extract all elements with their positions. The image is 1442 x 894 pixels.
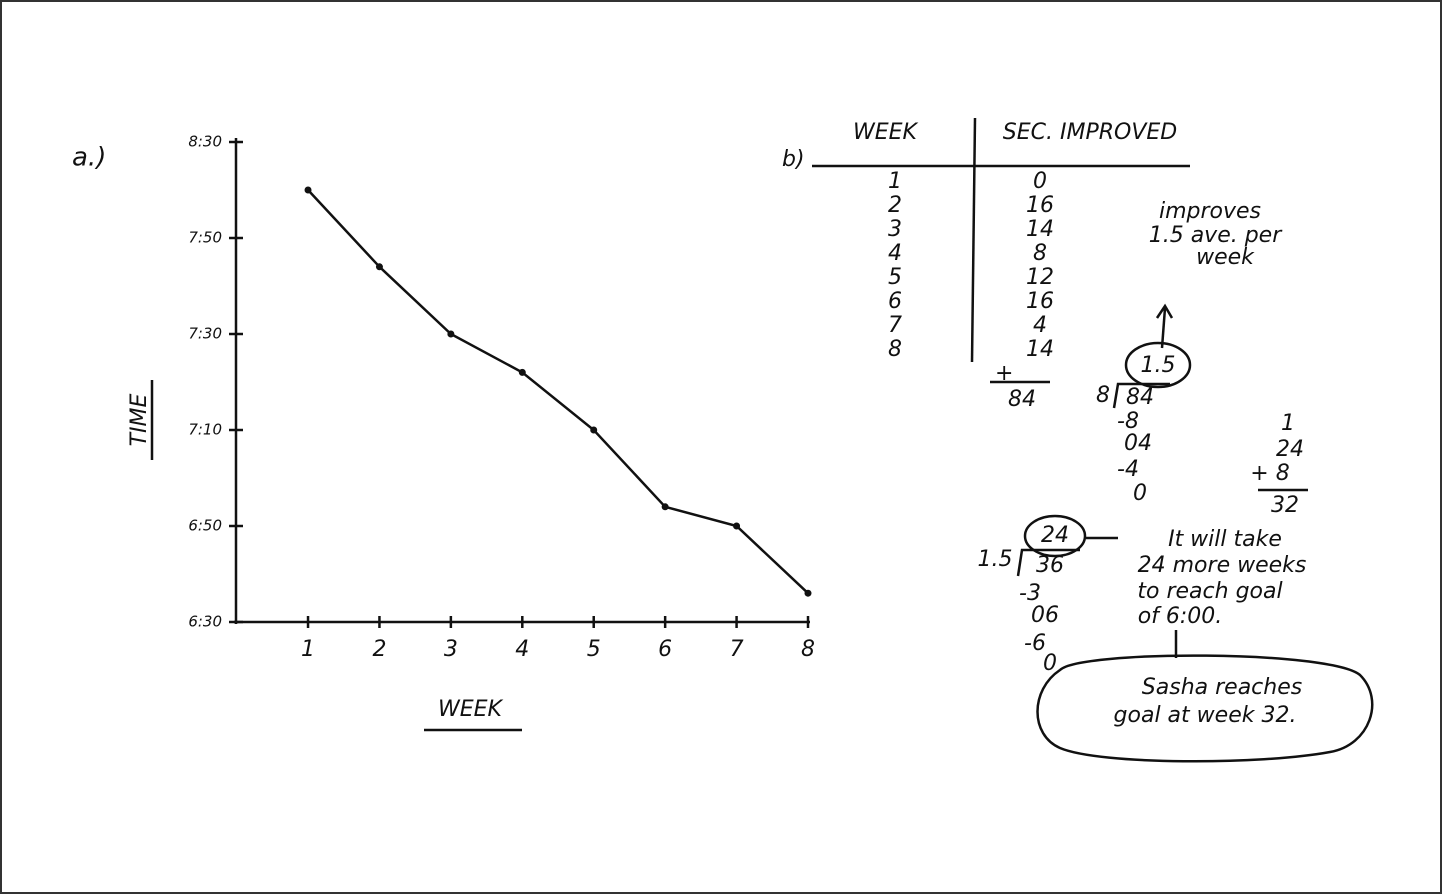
y-tick-label: 8:30 bbox=[188, 133, 222, 151]
note-line: improves bbox=[1159, 199, 1261, 224]
seconds-cell: 14 bbox=[1026, 337, 1054, 362]
seconds-cell: 0 bbox=[1033, 169, 1047, 194]
quotient: 24 bbox=[1041, 523, 1069, 548]
step: 0 bbox=[1133, 481, 1147, 506]
x-tick-label: 8 bbox=[801, 637, 815, 662]
step: 06 bbox=[1031, 603, 1059, 628]
note-line: to reach goal bbox=[1137, 579, 1282, 604]
dividend: 84 bbox=[1126, 385, 1154, 410]
point bbox=[305, 187, 312, 194]
note-line: week bbox=[1196, 245, 1255, 270]
seconds-cell: 16 bbox=[1026, 193, 1054, 218]
point bbox=[447, 331, 454, 338]
week-cell: 6 bbox=[888, 289, 902, 314]
week-cell: 4 bbox=[888, 241, 902, 266]
divisor: 1.5 bbox=[978, 547, 1013, 572]
answer: goal at week 32. bbox=[1114, 703, 1297, 728]
week-cell: 1 bbox=[888, 169, 902, 194]
y-tick-label: 6:50 bbox=[188, 517, 222, 535]
column-header: WEEK bbox=[853, 120, 919, 145]
seconds-cell: 8 bbox=[1033, 241, 1047, 266]
answer: Sasha reaches bbox=[1142, 675, 1302, 700]
x-tick-label: 4 bbox=[515, 637, 529, 662]
week-cell: 8 bbox=[888, 337, 902, 362]
x-tick-label: 3 bbox=[444, 637, 458, 662]
addition: 32 bbox=[1271, 493, 1299, 518]
column-header: SEC. IMPROVED bbox=[1003, 120, 1177, 145]
quotient: 1.5 bbox=[1141, 353, 1176, 378]
note-line: It will take bbox=[1168, 527, 1282, 552]
x-tick-label: 5 bbox=[587, 637, 601, 662]
week-cell: 3 bbox=[888, 217, 902, 242]
seconds-cell: 4 bbox=[1033, 313, 1047, 338]
point bbox=[662, 503, 669, 510]
x-tick-label: 2 bbox=[372, 637, 386, 662]
page: a.) TIME WEEK 6:306:507:107:307:508:3012… bbox=[0, 0, 1442, 894]
addition: + 8 bbox=[1250, 461, 1289, 486]
y-tick-label: 6:30 bbox=[188, 613, 222, 631]
x-tick-label: 6 bbox=[658, 637, 672, 662]
week-cell: 2 bbox=[888, 193, 902, 218]
point bbox=[733, 523, 740, 530]
y-tick-label: 7:10 bbox=[188, 421, 222, 439]
total: 84 bbox=[1008, 387, 1036, 412]
point bbox=[805, 590, 812, 597]
note-line: 24 more weeks bbox=[1138, 553, 1307, 578]
point bbox=[376, 263, 383, 270]
step: -4 bbox=[1117, 457, 1139, 482]
seconds-cell: 16 bbox=[1026, 289, 1054, 314]
panel-label: b) bbox=[782, 147, 805, 172]
dividend: 36 bbox=[1036, 553, 1064, 578]
y-tick-label: 7:30 bbox=[188, 325, 222, 343]
x-axis-label: WEEK bbox=[438, 697, 504, 722]
x-tick-label: 7 bbox=[730, 637, 744, 662]
point bbox=[519, 369, 526, 376]
note-line: of 6:00. bbox=[1138, 604, 1223, 629]
week-cell: 5 bbox=[888, 265, 902, 290]
y-tick-label: 7:50 bbox=[188, 229, 222, 247]
step: 04 bbox=[1124, 431, 1152, 456]
week-cell: 7 bbox=[888, 313, 902, 338]
seconds-cell: 12 bbox=[1026, 265, 1054, 290]
seconds-cell: 14 bbox=[1026, 217, 1054, 242]
addition: 1 bbox=[1281, 411, 1295, 436]
point bbox=[590, 427, 597, 434]
divisor: 8 bbox=[1096, 383, 1110, 408]
y-axis-label: TIME bbox=[127, 393, 152, 446]
addition: 24 bbox=[1276, 437, 1304, 462]
x-tick-label: 1 bbox=[301, 637, 315, 662]
panel-label: a.) bbox=[72, 143, 106, 173]
